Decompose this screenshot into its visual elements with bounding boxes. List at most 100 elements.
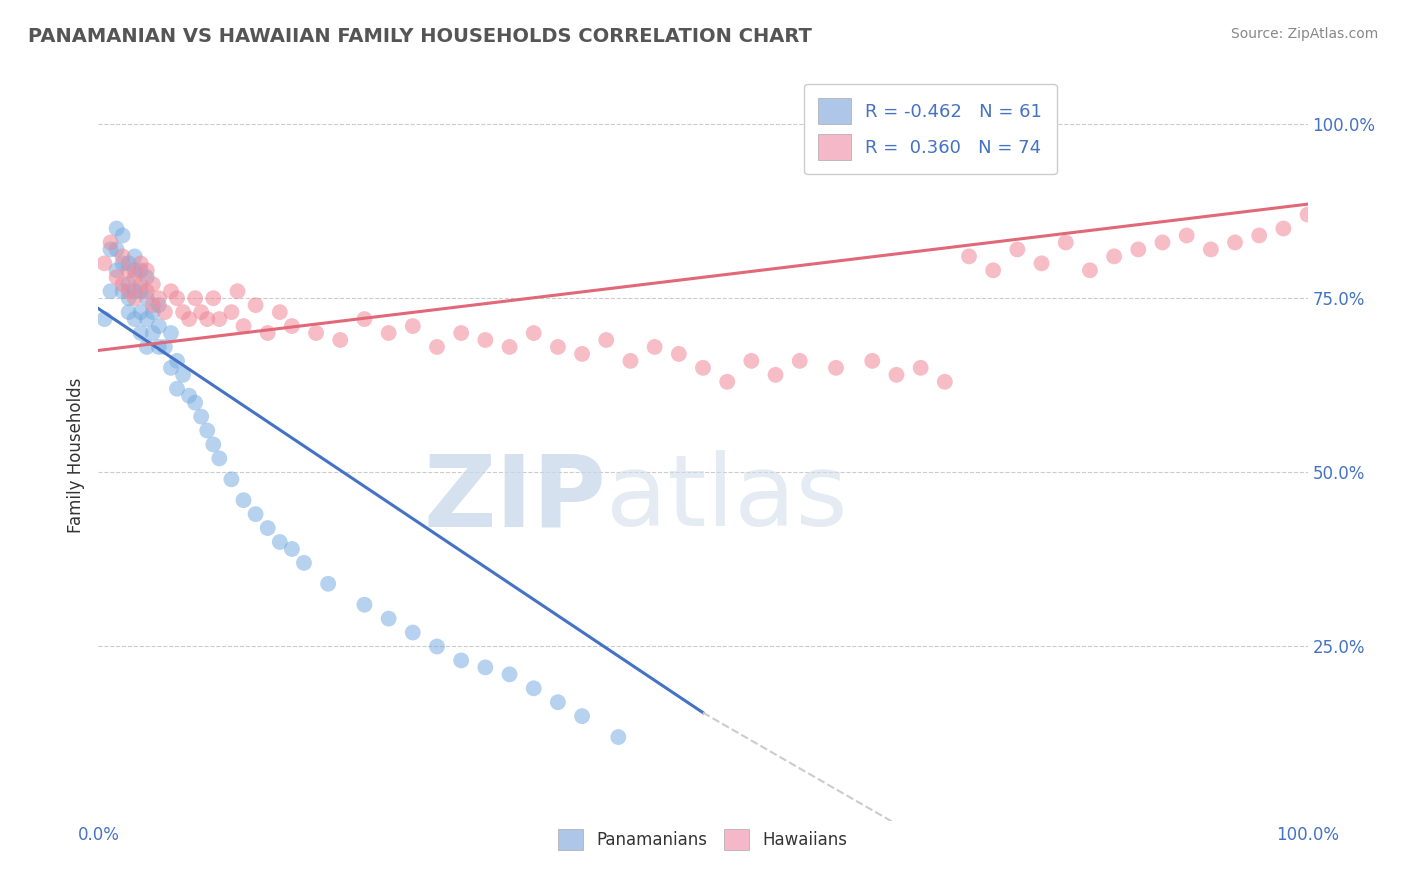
Point (1031, 256, 1053, 270)
Point (498, 340, 520, 354)
Point (172, 368, 194, 382)
Point (232, 493, 254, 508)
Point (129, 284, 152, 298)
Point (426, 340, 449, 354)
Point (135, 340, 157, 354)
Point (135, 263, 157, 277)
Point (221, 305, 243, 319)
Point (221, 472, 243, 486)
Point (118, 277, 141, 292)
Point (111, 284, 134, 298)
Point (1054, 235, 1077, 250)
Point (245, 298, 267, 312)
Point (135, 270, 157, 285)
Point (1296, 208, 1319, 222)
Point (269, 305, 291, 319)
Point (1199, 243, 1222, 257)
Point (886, 368, 908, 382)
Point (142, 277, 165, 292)
Point (474, 333, 496, 347)
Point (184, 395, 207, 409)
Point (148, 291, 170, 305)
Point (124, 291, 146, 305)
Y-axis label: Family Households: Family Households (66, 377, 84, 533)
Point (426, 640, 449, 654)
Point (450, 653, 472, 667)
Text: atlas: atlas (606, 450, 848, 548)
Point (1175, 228, 1198, 243)
Point (226, 284, 249, 298)
Point (860, 354, 883, 368)
Point (402, 625, 425, 640)
Text: PANAMANIAN VS HAWAIIAN FAMILY HOUSEHOLDS CORRELATION CHART: PANAMANIAN VS HAWAIIAN FAMILY HOUSEHOLDS… (28, 27, 813, 45)
Point (547, 340, 569, 354)
Point (450, 326, 472, 340)
Point (148, 340, 170, 354)
Point (166, 354, 188, 368)
Point (571, 709, 593, 723)
Point (316, 576, 339, 591)
Point (93, 312, 115, 326)
Point (202, 291, 225, 305)
Point (981, 263, 1004, 277)
Point (148, 298, 170, 312)
Point (571, 347, 593, 361)
Point (716, 375, 738, 389)
Point (523, 326, 546, 340)
Point (474, 660, 496, 674)
Point (124, 312, 146, 326)
Point (523, 681, 546, 696)
Point (1102, 249, 1125, 263)
Point (668, 347, 690, 361)
Point (765, 368, 787, 382)
Point (353, 312, 375, 326)
Point (124, 284, 146, 298)
Point (256, 326, 278, 340)
Point (644, 340, 666, 354)
Point (172, 305, 194, 319)
Point (153, 305, 176, 319)
Point (202, 437, 225, 451)
Point (166, 291, 188, 305)
Point (118, 256, 141, 270)
Point (100, 243, 122, 257)
Point (208, 312, 231, 326)
Point (179, 312, 201, 326)
Point (105, 270, 128, 285)
Point (129, 326, 152, 340)
Point (281, 541, 304, 556)
Point (281, 319, 304, 334)
Point (190, 305, 212, 319)
Point (105, 243, 128, 257)
Point (269, 535, 291, 549)
Point (105, 221, 128, 235)
Point (190, 409, 212, 424)
Point (135, 284, 157, 298)
Point (129, 277, 152, 292)
Point (957, 249, 980, 263)
Point (129, 256, 152, 270)
Point (142, 305, 165, 319)
Point (105, 263, 128, 277)
Point (111, 277, 134, 292)
Point (1152, 235, 1174, 250)
Point (595, 333, 617, 347)
Point (142, 298, 165, 312)
Point (184, 291, 207, 305)
Legend: Panamanians, Hawaiians: Panamanians, Hawaiians (551, 822, 855, 856)
Point (245, 507, 267, 521)
Point (305, 326, 328, 340)
Point (160, 360, 183, 375)
Point (1128, 243, 1150, 257)
Point (1007, 243, 1029, 257)
Point (93, 256, 115, 270)
Point (148, 319, 170, 334)
Point (1272, 221, 1295, 235)
Point (135, 291, 157, 305)
Point (111, 256, 134, 270)
Point (129, 305, 152, 319)
Point (129, 263, 152, 277)
Point (153, 340, 176, 354)
Point (100, 235, 122, 250)
Point (329, 333, 352, 347)
